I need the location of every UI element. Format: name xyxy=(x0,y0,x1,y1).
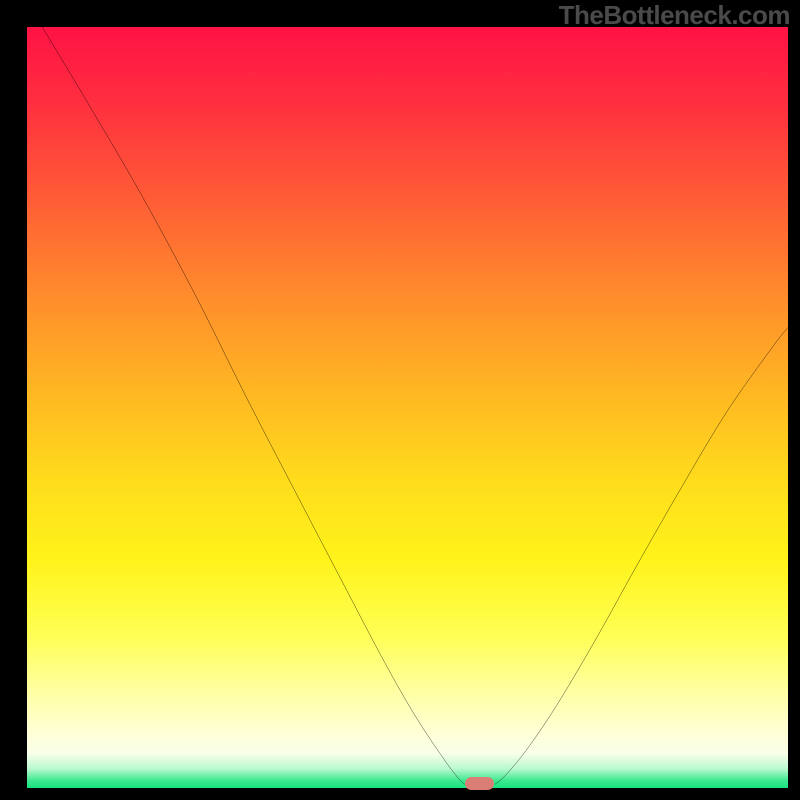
plot-area xyxy=(27,27,788,788)
background-gradient xyxy=(27,27,788,788)
optimal-marker xyxy=(465,777,494,791)
watermark-text: TheBottleneck.com xyxy=(559,0,790,31)
